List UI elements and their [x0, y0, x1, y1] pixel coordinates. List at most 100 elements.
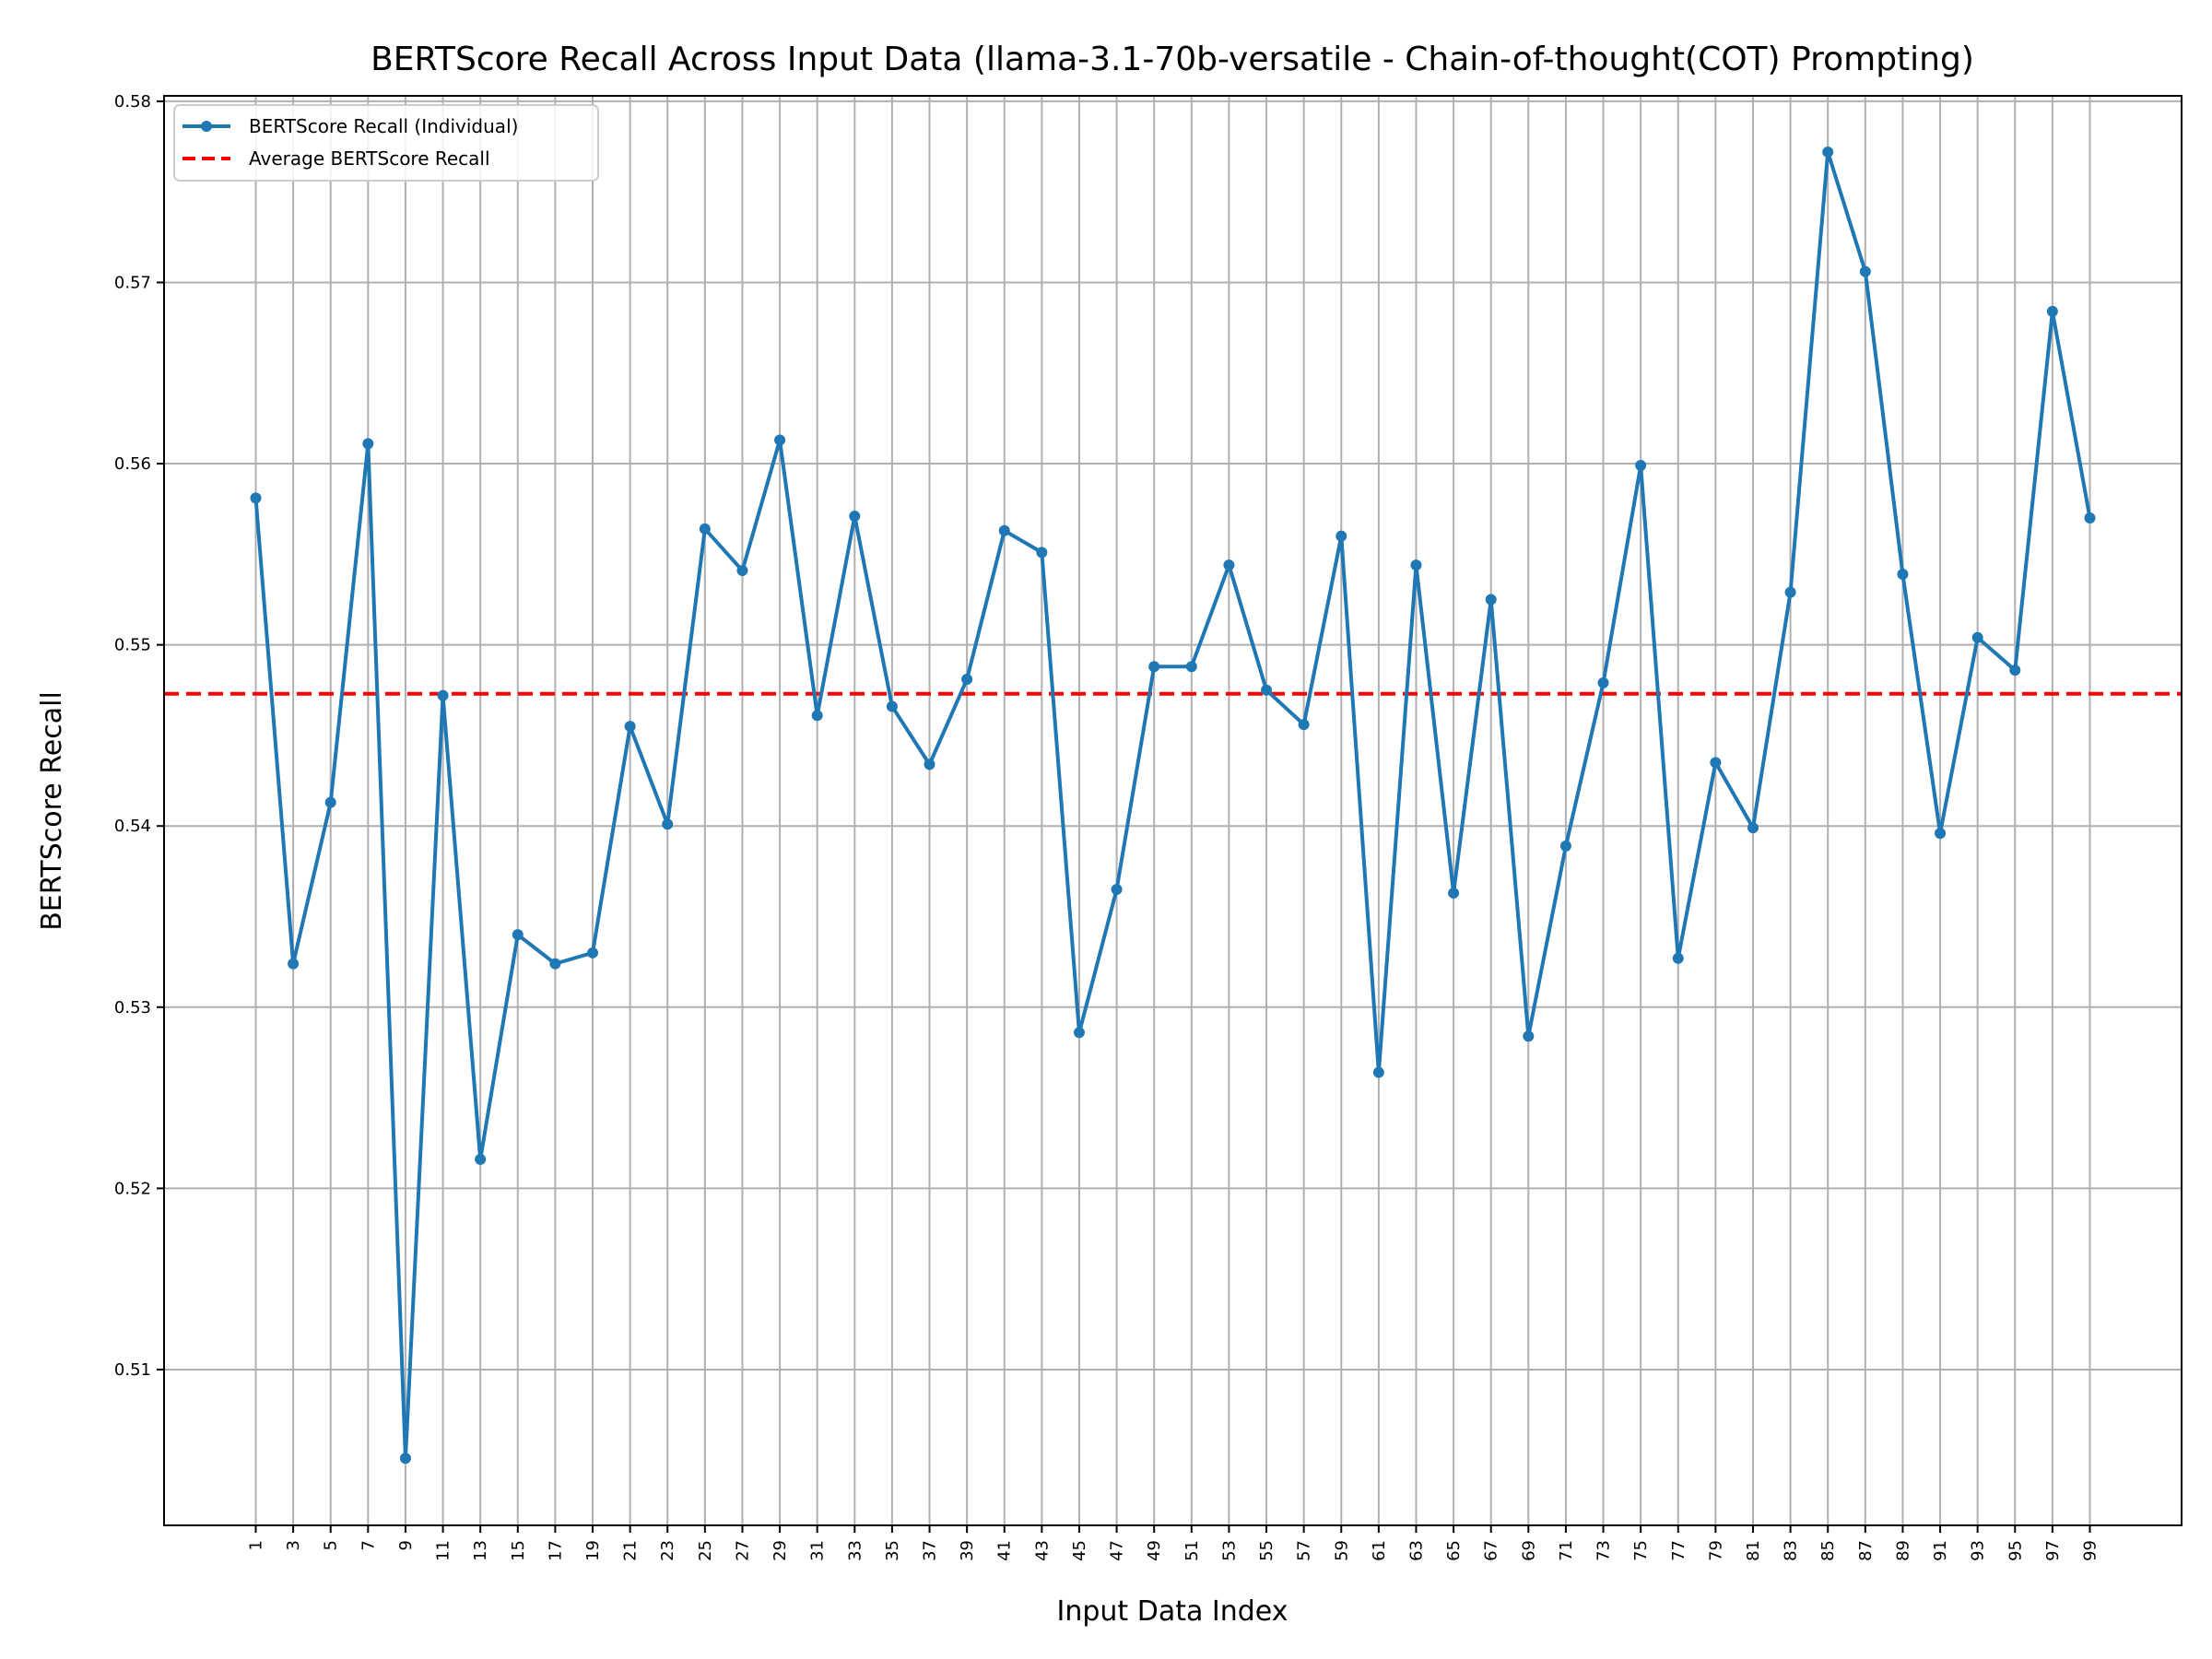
legend-label-average: Average BERTScore Recall	[249, 147, 490, 170]
data-point	[1559, 840, 1571, 852]
data-point	[1335, 530, 1347, 542]
x-tick-label: 11	[434, 1540, 453, 1561]
legend: BERTScore Recall (Individual) Average BE…	[173, 104, 599, 182]
y-tick-label: 0.55	[114, 636, 151, 655]
x-tick-label: 95	[2006, 1540, 2025, 1561]
y-tick-label: 0.57	[114, 273, 151, 292]
data-point	[1036, 547, 1048, 559]
y-tick-label: 0.53	[114, 998, 151, 1018]
x-tick-label: 63	[1406, 1540, 1426, 1561]
x-tick-label: 49	[1145, 1540, 1164, 1561]
x-tick-label: 43	[1032, 1540, 1052, 1561]
y-axis-ticks: 0.51 0.52 0.53 0.54 0.55 0.56 0.57 0.58	[114, 92, 164, 1380]
x-tick-label: 61	[1370, 1540, 1389, 1561]
x-tick-label: 27	[733, 1540, 752, 1561]
data-point	[399, 1453, 411, 1465]
data-point	[1185, 661, 1197, 673]
x-tick-label: 19	[583, 1540, 603, 1561]
x-tick-label: 53	[1219, 1540, 1239, 1561]
data-point	[1261, 684, 1273, 696]
x-tick-label: 17	[546, 1540, 565, 1561]
data-point	[1223, 559, 1235, 571]
x-tick-label: 79	[1706, 1540, 1725, 1561]
data-point	[1597, 677, 1609, 688]
grid-lines	[164, 96, 2182, 1525]
x-tick-label: 59	[1332, 1540, 1351, 1561]
x-tick-label: 81	[1744, 1540, 1763, 1561]
x-tick-label: 71	[1557, 1540, 1576, 1561]
x-tick-label: 99	[2081, 1540, 2100, 1561]
y-tick-label: 0.54	[114, 817, 151, 836]
x-tick-label: 15	[509, 1540, 528, 1561]
data-point	[998, 524, 1010, 536]
data-point	[475, 1153, 487, 1165]
data-point	[811, 710, 823, 722]
data-point	[961, 673, 973, 685]
data-point	[924, 759, 935, 771]
data-point	[362, 438, 374, 450]
data-point	[2084, 512, 2096, 524]
legend-box	[173, 104, 599, 182]
data-point	[1148, 661, 1160, 673]
data-point	[250, 492, 262, 504]
x-tick-label: 93	[1969, 1540, 1988, 1561]
y-tick-label: 0.52	[114, 1179, 151, 1198]
data-point	[1859, 265, 1871, 277]
x-tick-label: 39	[958, 1540, 977, 1561]
data-point	[1710, 757, 1722, 769]
data-point	[1410, 559, 1422, 571]
data-point	[587, 947, 599, 959]
x-tick-label: 51	[1182, 1540, 1202, 1561]
x-tick-label: 45	[1070, 1540, 1089, 1561]
data-point	[1448, 887, 1460, 899]
data-point	[549, 958, 561, 970]
x-tick-label: 9	[396, 1540, 416, 1550]
y-tick-label: 0.56	[114, 454, 151, 474]
x-tick-label: 73	[1594, 1540, 1614, 1561]
data-point	[1635, 460, 1647, 472]
x-tick-label: 35	[883, 1540, 902, 1561]
x-tick-label: 75	[1631, 1540, 1651, 1561]
x-tick-label: 65	[1444, 1540, 1464, 1561]
data-point	[1672, 952, 1684, 964]
x-tick-label: 7	[359, 1540, 378, 1550]
chart-title: BERTScore Recall Across Input Data (llam…	[371, 41, 1974, 78]
data-point	[1784, 586, 1796, 598]
x-tick-label: 21	[621, 1540, 641, 1561]
x-tick-label: 55	[1257, 1540, 1277, 1561]
data-point	[1935, 828, 1947, 840]
data-point	[774, 434, 786, 446]
x-tick-label: 13	[471, 1540, 490, 1561]
legend-marker-individual	[201, 121, 212, 132]
x-tick-label: 47	[1108, 1540, 1127, 1561]
x-tick-label: 97	[2043, 1540, 2063, 1561]
data-point	[1822, 146, 1834, 158]
x-tick-label: 1	[247, 1540, 266, 1550]
data-point	[1485, 594, 1497, 606]
data-point	[2009, 665, 2021, 677]
data-point	[1073, 1027, 1085, 1039]
data-point	[1523, 1030, 1535, 1042]
y-tick-label: 0.51	[114, 1360, 151, 1380]
plot-frame	[163, 95, 2183, 1526]
data-point	[1747, 822, 1759, 834]
data-point	[437, 689, 449, 701]
y-tick-label: 0.58	[114, 92, 151, 112]
x-tick-label: 87	[1856, 1540, 1876, 1561]
data-point	[1298, 719, 1310, 731]
data-point	[1897, 568, 1909, 580]
x-tick-label: 85	[1818, 1540, 1838, 1561]
y-axis-label: BERTScore Recall	[36, 691, 68, 931]
x-tick-label: 67	[1482, 1540, 1501, 1561]
x-tick-label: 29	[771, 1540, 790, 1561]
x-tick-label: 37	[921, 1540, 940, 1561]
x-tick-label: 31	[808, 1540, 828, 1561]
x-tick-label: 57	[1295, 1540, 1314, 1561]
x-tick-label: 91	[1931, 1540, 1950, 1561]
data-point	[1372, 1066, 1384, 1078]
x-tick-label: 33	[845, 1540, 865, 1561]
data-point	[1971, 631, 1983, 643]
legend-label-individual: BERTScore Recall (Individual)	[249, 115, 518, 137]
